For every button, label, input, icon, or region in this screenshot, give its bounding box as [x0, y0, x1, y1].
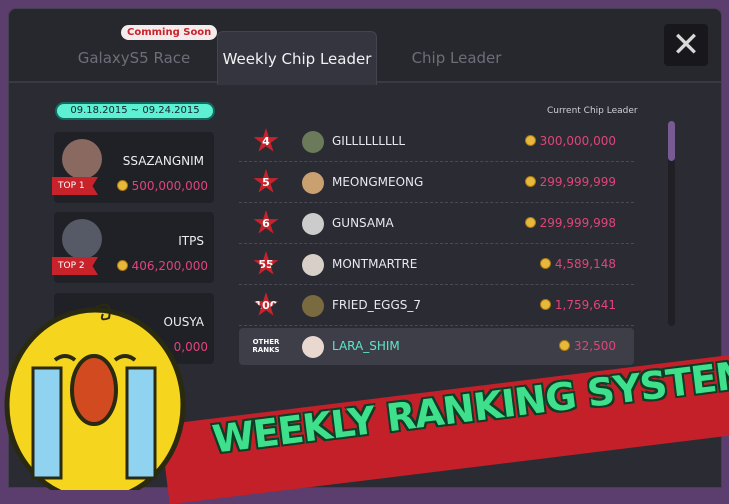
player-name: MEONGMEONG — [332, 175, 424, 189]
tab-weekly-chip-leader[interactable]: Weekly Chip Leader — [217, 31, 377, 85]
chip-icon — [116, 180, 128, 191]
tab-chip-leader[interactable]: Chip Leader — [411, 49, 502, 67]
avatar — [302, 213, 324, 235]
player-name: LARA_SHIM — [332, 339, 400, 353]
chip-amount: 500,000,000 — [116, 179, 208, 193]
close-icon: ✕ — [671, 25, 701, 65]
player-name: OUSYA — [163, 315, 204, 329]
coming-soon-badge: Comming Soon — [121, 25, 218, 40]
avatar — [302, 172, 324, 194]
current-chip-leader-label: Current Chip Leader — [547, 106, 638, 116]
chip-amount: 406,200,000 — [116, 259, 208, 273]
chip-icon — [559, 340, 570, 351]
chip-amount: 0,000 — [173, 340, 208, 354]
player-name: GILLLLLLLLL — [332, 134, 406, 148]
chip-icon — [524, 176, 536, 187]
table-row[interactable]: 55 MONTMARTRE 4,589,148 — [239, 244, 634, 285]
scrollbar-thumb[interactable] — [668, 121, 675, 161]
rank-star-icon: 5 — [253, 169, 279, 193]
rank-star-icon: 100 — [253, 292, 279, 316]
avatar — [302, 336, 324, 358]
my-rank-row[interactable]: OTHER RANKS LARA_SHIM 32,500 — [239, 328, 634, 365]
top-card[interactable]: SSAZANGNIM TOP 1 500,000,000 — [52, 132, 214, 203]
chip-icon — [539, 299, 551, 310]
avatar — [302, 131, 324, 153]
table-row[interactable]: 5 MEONGMEONG 299,999,999 — [239, 162, 634, 203]
player-name: FRIED_EGGS_7 — [332, 298, 422, 312]
tab-galaxys5-race[interactable]: GalaxyS5 Race — [77, 49, 191, 67]
avatar — [302, 295, 324, 317]
chip-icon — [116, 260, 128, 271]
chip-amount: 300,000,000 — [524, 134, 616, 148]
chip-amount: 299,999,999 — [524, 175, 616, 189]
player-name: SSAZANGNIM — [122, 154, 204, 168]
avatar — [302, 254, 324, 276]
table-row[interactable]: 4 GILLLLLLLLL 300,000,000 — [239, 121, 634, 162]
rank-star-icon: 6 — [253, 210, 279, 234]
top-card[interactable]: ITPS TOP 2 406,200,000 — [52, 212, 214, 283]
table-row[interactable]: 100 FRIED_EGGS_7 1,759,641 — [239, 285, 634, 326]
chip-icon — [524, 217, 536, 228]
scrollbar[interactable] — [668, 121, 675, 326]
crying-egg-mascot-icon — [4, 303, 186, 490]
chip-icon — [524, 135, 536, 146]
chip-amount: 1,759,641 — [539, 298, 616, 312]
rank-ribbon: TOP 1 — [52, 177, 98, 195]
chip-amount: 4,589,148 — [539, 257, 616, 271]
avatar-placeholder-icon — [62, 219, 102, 259]
player-name: ITPS — [178, 234, 204, 248]
player-name: GUNSAMA — [332, 216, 394, 230]
avatar — [62, 139, 102, 179]
close-button[interactable]: ✕ — [664, 24, 708, 66]
chip-amount: 299,999,998 — [524, 216, 616, 230]
date-range: 09.18.2015 ~ 09.24.2015 — [55, 102, 215, 120]
table-row[interactable]: 6 GUNSAMA 299,999,998 — [239, 203, 634, 244]
other-ranks-label: OTHER RANKS — [252, 338, 280, 354]
rank-ribbon: TOP 2 — [52, 257, 98, 275]
chip-amount: 32,500 — [559, 339, 616, 353]
tab-bar: GalaxyS5 Race Comming Soon Weekly Chip L… — [9, 9, 721, 85]
rank-star-icon: 55 — [253, 251, 279, 275]
chip-icon — [539, 258, 551, 269]
player-name: MONTMARTRE — [332, 257, 418, 271]
rank-star-icon: 4 — [253, 128, 279, 152]
